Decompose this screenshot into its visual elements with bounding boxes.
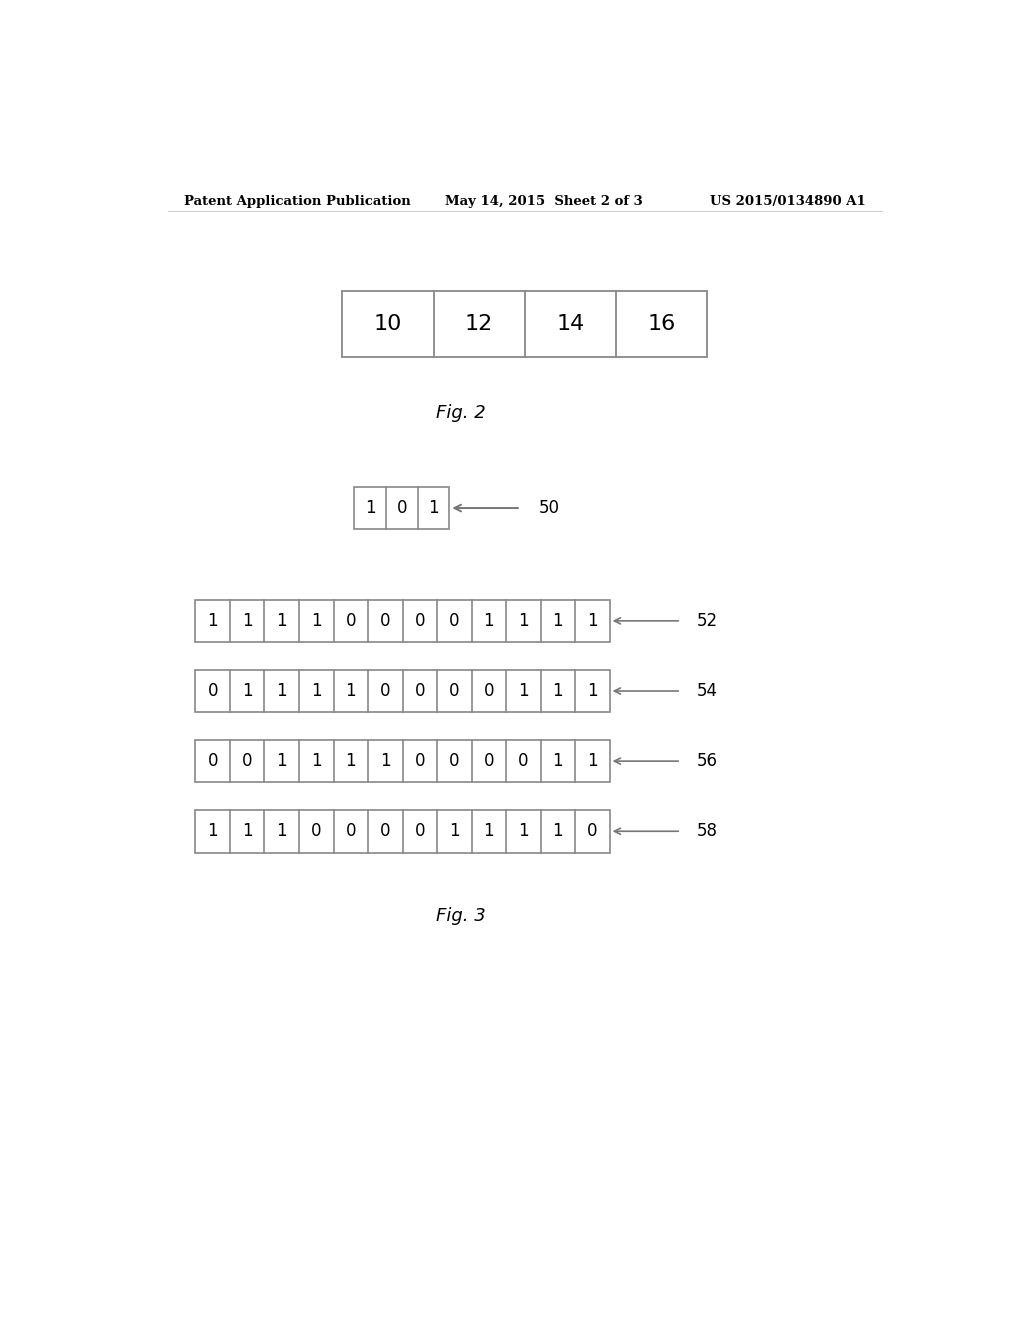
Text: 0: 0 bbox=[450, 682, 460, 700]
Text: 1: 1 bbox=[208, 822, 218, 841]
Text: Fig. 3: Fig. 3 bbox=[436, 907, 486, 924]
Text: 1: 1 bbox=[365, 499, 376, 517]
Text: 1: 1 bbox=[242, 612, 253, 630]
Text: 12: 12 bbox=[465, 314, 494, 334]
Text: 1: 1 bbox=[276, 682, 287, 700]
Text: 1: 1 bbox=[276, 752, 287, 770]
Text: 1: 1 bbox=[311, 612, 322, 630]
Bar bbox=[342, 290, 708, 356]
Text: 0: 0 bbox=[208, 682, 218, 700]
Bar bbox=[354, 487, 450, 529]
Text: 1: 1 bbox=[553, 822, 563, 841]
Text: 1: 1 bbox=[428, 499, 439, 517]
Text: 0: 0 bbox=[587, 822, 598, 841]
Text: 0: 0 bbox=[208, 752, 218, 770]
Text: 1: 1 bbox=[242, 822, 253, 841]
Bar bbox=[196, 810, 609, 853]
Text: 58: 58 bbox=[697, 822, 718, 841]
Text: 0: 0 bbox=[483, 752, 495, 770]
Text: 0: 0 bbox=[518, 752, 528, 770]
Text: 16: 16 bbox=[647, 314, 676, 334]
Text: May 14, 2015  Sheet 2 of 3: May 14, 2015 Sheet 2 of 3 bbox=[445, 194, 643, 207]
Text: 0: 0 bbox=[415, 612, 425, 630]
Text: US 2015/0134890 A1: US 2015/0134890 A1 bbox=[711, 194, 866, 207]
Text: 0: 0 bbox=[483, 682, 495, 700]
Text: 1: 1 bbox=[587, 612, 598, 630]
Bar bbox=[196, 669, 609, 713]
Text: 0: 0 bbox=[450, 752, 460, 770]
Text: 0: 0 bbox=[311, 822, 322, 841]
Text: 1: 1 bbox=[345, 682, 356, 700]
Text: 1: 1 bbox=[587, 752, 598, 770]
Text: Patent Application Publication: Patent Application Publication bbox=[183, 194, 411, 207]
Text: 50: 50 bbox=[539, 499, 559, 517]
Text: 0: 0 bbox=[380, 612, 390, 630]
Text: 0: 0 bbox=[396, 499, 408, 517]
Text: 1: 1 bbox=[483, 822, 495, 841]
Text: 1: 1 bbox=[311, 682, 322, 700]
Text: 1: 1 bbox=[276, 822, 287, 841]
Text: Fig. 2: Fig. 2 bbox=[436, 404, 486, 421]
Text: 1: 1 bbox=[518, 682, 528, 700]
Text: 0: 0 bbox=[450, 612, 460, 630]
Text: 0: 0 bbox=[415, 682, 425, 700]
Text: 1: 1 bbox=[276, 612, 287, 630]
Bar bbox=[196, 599, 609, 643]
Text: 1: 1 bbox=[553, 612, 563, 630]
Text: 10: 10 bbox=[374, 314, 402, 334]
Text: 1: 1 bbox=[208, 612, 218, 630]
Text: 1: 1 bbox=[587, 682, 598, 700]
Text: 1: 1 bbox=[450, 822, 460, 841]
Text: 1: 1 bbox=[242, 682, 253, 700]
Text: 0: 0 bbox=[415, 822, 425, 841]
Text: 0: 0 bbox=[345, 612, 356, 630]
Text: 1: 1 bbox=[483, 612, 495, 630]
Text: 54: 54 bbox=[697, 682, 718, 700]
Text: 1: 1 bbox=[380, 752, 390, 770]
Text: 0: 0 bbox=[415, 752, 425, 770]
Text: 52: 52 bbox=[697, 612, 718, 630]
Text: 56: 56 bbox=[697, 752, 718, 770]
Bar bbox=[196, 739, 609, 783]
Text: 1: 1 bbox=[518, 822, 528, 841]
Text: 0: 0 bbox=[345, 822, 356, 841]
Text: 1: 1 bbox=[311, 752, 322, 770]
Text: 0: 0 bbox=[380, 682, 390, 700]
Text: 0: 0 bbox=[242, 752, 253, 770]
Text: 0: 0 bbox=[380, 822, 390, 841]
Text: 1: 1 bbox=[553, 682, 563, 700]
Text: 1: 1 bbox=[345, 752, 356, 770]
Text: 14: 14 bbox=[556, 314, 585, 334]
Text: 1: 1 bbox=[518, 612, 528, 630]
Text: 1: 1 bbox=[553, 752, 563, 770]
